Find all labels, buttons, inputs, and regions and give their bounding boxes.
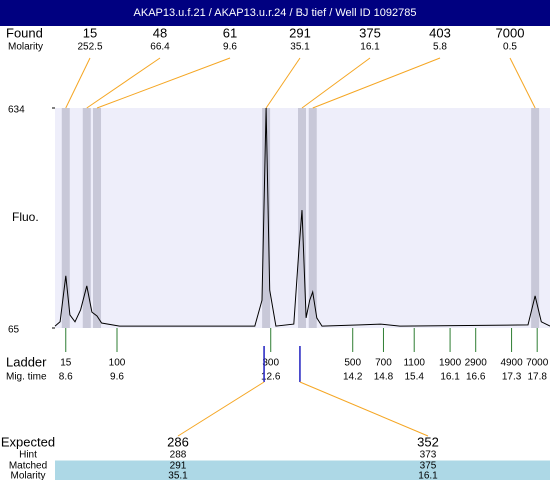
ladder-time: 8.6 (59, 372, 73, 383)
expected-row-label: Hint (19, 450, 37, 461)
expected-row-label: Matched (9, 461, 47, 472)
found-molarity: 66.4 (150, 42, 170, 53)
found-size: 15 (83, 25, 97, 40)
ladder-time: 14.8 (374, 372, 394, 383)
found-size: 375 (359, 25, 381, 40)
found-connector (301, 57, 371, 109)
expected-connector (177, 381, 265, 437)
found-size: 48 (153, 25, 167, 40)
expected-value: 352 (417, 434, 439, 449)
found-molarity: 9.6 (223, 42, 237, 53)
expected-connector (299, 381, 429, 437)
ladder-time: 14.2 (343, 372, 363, 383)
found-size: 61 (223, 25, 237, 40)
ladder-time: 17.8 (527, 372, 547, 383)
trace (54, 107, 550, 327)
expected-value: 375 (420, 461, 437, 472)
ladder-size: 7000 (526, 358, 549, 369)
ladder-size: 100 (109, 358, 126, 369)
expected-value: 291 (170, 461, 187, 472)
expected-value: 286 (167, 434, 189, 449)
found-molarity: 16.1 (360, 42, 380, 53)
found-label: Found (6, 25, 43, 40)
ladder-sublabel: Mig. time (6, 372, 47, 383)
ladder-label: Ladder (6, 354, 47, 369)
matched-highlight (55, 460, 550, 480)
found-size: 403 (429, 25, 451, 40)
found-sublabel: Molarity (8, 42, 43, 53)
peak-band (93, 108, 102, 328)
found-connector (509, 57, 536, 109)
ladder-size: 2900 (465, 358, 488, 369)
y-axis-label: Fluo. (12, 210, 39, 224)
ladder-time: 16.1 (440, 372, 460, 383)
peak-band (61, 108, 70, 328)
found-molarity: 0.5 (503, 42, 517, 53)
ladder-size: 4900 (500, 358, 523, 369)
found-molarity: 252.5 (77, 42, 102, 53)
ladder-size: 300 (262, 358, 279, 369)
expected-row-label: Expected (1, 434, 55, 449)
ladder-size: 500 (344, 358, 361, 369)
expected-value: 288 (170, 450, 187, 461)
peak-band (262, 108, 271, 328)
y-tick-label: 65 (8, 325, 20, 336)
ladder-time: 15.4 (404, 372, 424, 383)
ladder-size: 15 (60, 358, 72, 369)
peak-band (82, 108, 91, 328)
expected-value: 35.1 (168, 471, 188, 480)
found-connector (65, 57, 91, 109)
peak-band (308, 108, 317, 328)
ladder-size: 1100 (403, 358, 425, 369)
found-molarity: 35.1 (290, 42, 310, 53)
ladder-time: 16.6 (466, 372, 486, 383)
ladder-time: 12.6 (261, 372, 281, 383)
found-molarity: 5.8 (433, 42, 447, 53)
found-connector (86, 57, 161, 109)
y-tick-label: 634 (8, 105, 25, 116)
found-connector (265, 57, 301, 109)
expected-row-label: Molarity (10, 471, 45, 480)
ladder-size: 700 (375, 358, 392, 369)
title-bar (0, 0, 550, 26)
ladder-time: 17.3 (502, 372, 522, 383)
found-connector (312, 57, 441, 109)
title: AKAP13.u.f.21 / AKAP13.u.r.24 / BJ tief … (134, 7, 417, 19)
found-size: 291 (289, 25, 311, 40)
found-connector (96, 57, 231, 109)
peak-band (531, 108, 540, 328)
found-size: 7000 (496, 25, 525, 40)
expected-value: 373 (420, 450, 437, 461)
expected-value: 16.1 (418, 471, 438, 480)
ladder-size: 1900 (439, 358, 462, 369)
ladder-time: 9.6 (110, 372, 124, 383)
